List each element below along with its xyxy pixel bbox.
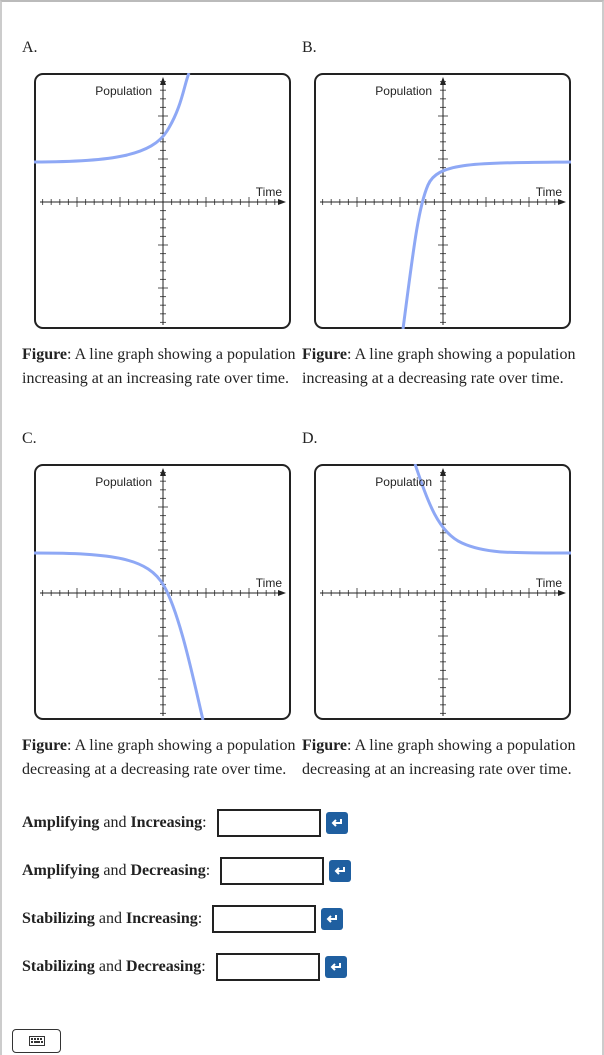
answer-row: Stabilizing and Increasing: bbox=[22, 904, 344, 934]
caption-text: : A line graph showing a population incr… bbox=[22, 346, 296, 387]
return-icon bbox=[334, 867, 346, 875]
caption-text: : A line graph showing a population decr… bbox=[22, 737, 296, 778]
submit-button[interactable] bbox=[329, 860, 352, 882]
answer-term1: Stabilizing bbox=[22, 958, 95, 975]
caption-bold: Figure bbox=[22, 737, 68, 754]
keyboard-button[interactable] bbox=[12, 1029, 61, 1053]
caption: Figure: A line graph showing a populatio… bbox=[302, 343, 582, 391]
answer-row: Amplifying and Increasing: bbox=[22, 808, 348, 838]
keyboard-icon bbox=[28, 1036, 45, 1046]
graph-svg: Population Time bbox=[34, 73, 291, 329]
panel-letter: A. bbox=[22, 39, 38, 56]
y-axis-label: Population bbox=[95, 475, 152, 489]
panel-letter: D. bbox=[302, 430, 318, 447]
answer-term2: Decreasing bbox=[130, 862, 206, 879]
caption-text: : A line graph showing a population incr… bbox=[302, 346, 576, 387]
return-arrow bbox=[334, 867, 346, 875]
curve bbox=[34, 73, 191, 164]
answer-term2: Increasing bbox=[126, 910, 198, 927]
graph: Population Time bbox=[34, 73, 291, 329]
answer-joiner: and bbox=[103, 814, 127, 831]
answer-joiner: and bbox=[98, 910, 123, 927]
y-axis-label: Population bbox=[375, 475, 432, 489]
x-arrow bbox=[278, 590, 286, 596]
x-arrow bbox=[558, 199, 566, 205]
graph: Population Time bbox=[34, 464, 291, 720]
return-arrow bbox=[330, 963, 341, 971]
x-arrow bbox=[278, 199, 286, 205]
graph: Population Time bbox=[314, 464, 571, 720]
submit-button[interactable] bbox=[325, 812, 348, 834]
curve bbox=[413, 464, 571, 555]
answer-row: Stabilizing and Decreasing: bbox=[22, 952, 347, 982]
panel-letter: C. bbox=[22, 430, 37, 447]
answer-input[interactable] bbox=[216, 809, 321, 837]
panel-letter: B. bbox=[302, 39, 317, 56]
graph-svg: Population Time bbox=[314, 73, 571, 329]
y-axis-label: Population bbox=[375, 84, 432, 98]
caption-bold: Figure bbox=[22, 346, 68, 363]
answer-suffix: : bbox=[197, 910, 203, 927]
y-arrow bbox=[440, 77, 446, 85]
y-arrow bbox=[160, 77, 166, 85]
answer-term2: Decreasing bbox=[126, 958, 202, 975]
answer-joiner: and bbox=[103, 862, 127, 879]
return-icon bbox=[331, 819, 342, 827]
y-axis-label: Population bbox=[95, 84, 152, 98]
graph-svg: Population Time bbox=[314, 464, 571, 720]
y-arrow bbox=[440, 468, 446, 476]
answer-row: Amplifying and Decreasing: bbox=[22, 856, 352, 886]
return-icon bbox=[326, 915, 338, 923]
x-axis-label: Time bbox=[536, 576, 563, 590]
curve bbox=[34, 551, 205, 720]
caption-bold: Figure bbox=[302, 737, 348, 754]
answer-term1: Stabilizing bbox=[22, 910, 95, 927]
answer-joiner: and bbox=[98, 958, 123, 975]
graph-svg: Population Time bbox=[34, 464, 291, 720]
caption-text: : A line graph showing a population decr… bbox=[302, 737, 576, 778]
x-axis-label: Time bbox=[536, 185, 563, 199]
graph: Population Time bbox=[314, 73, 571, 329]
curve bbox=[401, 160, 571, 329]
x-arrow bbox=[558, 590, 566, 596]
answer-input[interactable] bbox=[215, 953, 320, 981]
submit-button[interactable] bbox=[324, 956, 347, 978]
return-arrow bbox=[326, 915, 338, 923]
return-arrow bbox=[331, 819, 342, 827]
answer-input[interactable] bbox=[220, 857, 325, 885]
answer-input[interactable] bbox=[212, 905, 317, 933]
answer-term1: Amplifying bbox=[22, 862, 100, 879]
answer-term1: Amplifying bbox=[22, 814, 100, 831]
y-arrow bbox=[160, 468, 166, 476]
caption: Figure: A line graph showing a populatio… bbox=[22, 343, 302, 391]
answer-suffix: : bbox=[201, 958, 206, 975]
submit-button[interactable] bbox=[321, 908, 344, 930]
caption: Figure: A line graph showing a populatio… bbox=[22, 734, 302, 782]
caption-bold: Figure bbox=[302, 346, 348, 363]
return-icon bbox=[330, 963, 341, 971]
answer-term2: Increasing bbox=[130, 814, 203, 831]
caption: Figure: A line graph showing a populatio… bbox=[302, 734, 582, 782]
x-axis-label: Time bbox=[256, 185, 283, 199]
answer-suffix: : bbox=[205, 862, 211, 879]
answer-suffix: : bbox=[202, 814, 207, 831]
x-axis-label: Time bbox=[256, 576, 283, 590]
